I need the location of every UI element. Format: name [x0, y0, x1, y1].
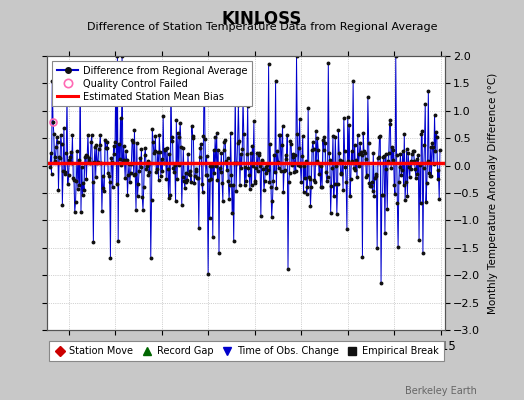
- Legend: Station Move, Record Gap, Time of Obs. Change, Empirical Break: Station Move, Record Gap, Time of Obs. C…: [49, 342, 443, 361]
- Text: KINLOSS: KINLOSS: [222, 10, 302, 28]
- Text: Difference of Station Temperature Data from Regional Average: Difference of Station Temperature Data f…: [87, 22, 437, 32]
- Y-axis label: Monthly Temperature Anomaly Difference (°C): Monthly Temperature Anomaly Difference (…: [488, 72, 498, 314]
- Legend: Difference from Regional Average, Quality Control Failed, Estimated Station Mean: Difference from Regional Average, Qualit…: [52, 61, 253, 106]
- Text: Berkeley Earth: Berkeley Earth: [405, 386, 477, 396]
